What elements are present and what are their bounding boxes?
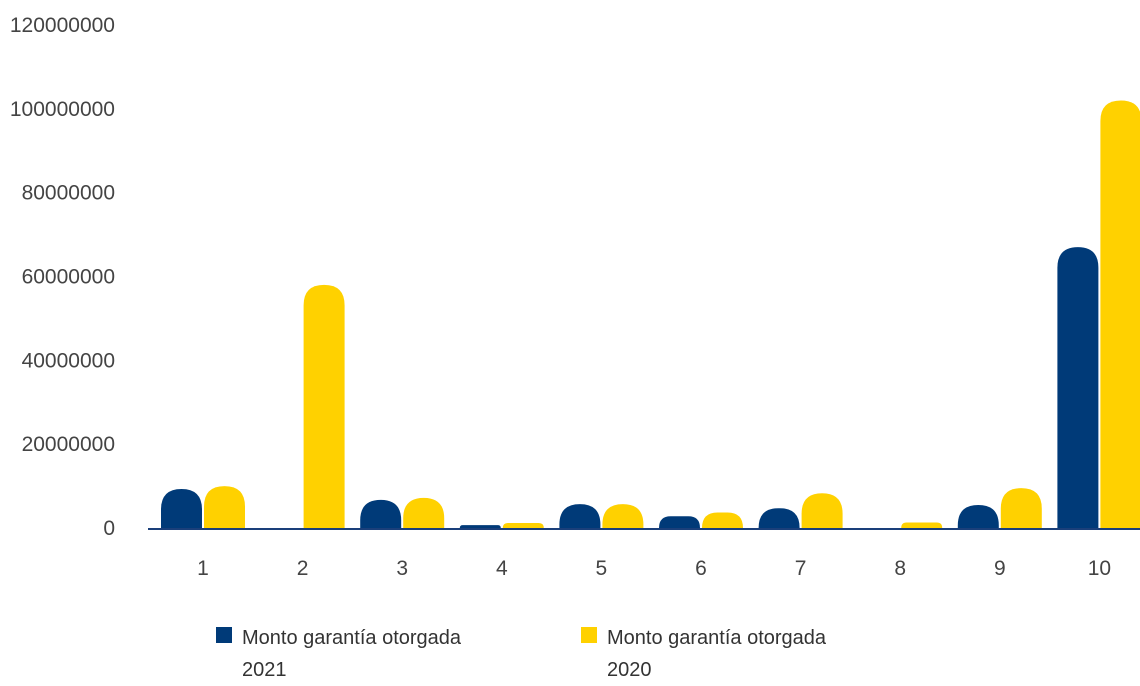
x-tick-label-10: 10 — [1088, 557, 1111, 580]
legend-label-2020: Monto garantía otorgada 2020 — [607, 627, 827, 681]
y-tick-label-3: 60000000 — [22, 266, 115, 289]
bar-series2-cat5 — [602, 504, 644, 528]
x-tick-label-7: 7 — [795, 557, 807, 580]
bar-series1-cat10 — [1057, 247, 1099, 529]
y-tick-label-5: 100000000 — [10, 98, 115, 121]
bars — [161, 100, 1140, 529]
bar-series2-cat8 — [901, 522, 943, 528]
legend-swatch-2021 — [216, 627, 232, 643]
y-axis-ticks: 0 20000000 40000000 60000000 80000000 1000000… — [10, 14, 115, 540]
bar-series1-cat3 — [360, 499, 402, 528]
bar-series2-cat3 — [403, 497, 445, 528]
x-tick-label-1: 1 — [197, 557, 209, 580]
bar-series2-cat2 — [303, 284, 345, 528]
x-tick-label-4: 4 — [496, 557, 508, 580]
bar-series1-cat5 — [559, 504, 601, 528]
y-tick-label-1: 20000000 — [22, 433, 115, 456]
x-tick-label-9: 9 — [994, 557, 1006, 580]
y-tick-label-2: 40000000 — [22, 349, 115, 372]
bar-series1-cat9 — [957, 504, 999, 528]
bar-series2-cat1 — [204, 486, 245, 528]
x-tick-label-6: 6 — [695, 557, 707, 580]
x-axis-ticks: 1 2 3 4 5 6 7 8 9 10 — [197, 557, 1111, 580]
legend-swatch-2020 — [581, 627, 597, 643]
y-tick-label-0: 0 — [103, 517, 115, 540]
x-tick-label-5: 5 — [596, 557, 608, 580]
bar-series1-cat4 — [459, 525, 501, 528]
y-tick-label-6: 120000000 — [10, 14, 115, 37]
legend-item-2021: Monto garantía otorgada 2021 — [216, 622, 472, 686]
bar-series1-cat6 — [659, 516, 700, 528]
x-tick-label-2: 2 — [297, 557, 309, 580]
bar-series2-cat4 — [502, 522, 544, 528]
bar-series2-cat9 — [1000, 488, 1042, 528]
x-tick-label-8: 8 — [894, 557, 906, 580]
y-tick-label-4: 80000000 — [22, 182, 115, 205]
bar-series2-cat10 — [1100, 100, 1140, 528]
legend-label-2021: Monto garantía otorgada 2021 — [242, 627, 462, 681]
legend-item-2020: Monto garantía otorgada 2020 — [581, 622, 837, 686]
bar-series2-cat7 — [801, 493, 843, 528]
bar-series1-cat7 — [758, 508, 800, 528]
x-tick-label-3: 3 — [396, 557, 408, 580]
bar-series1-cat1 — [161, 489, 202, 528]
bar-series2-cat6 — [702, 512, 743, 528]
